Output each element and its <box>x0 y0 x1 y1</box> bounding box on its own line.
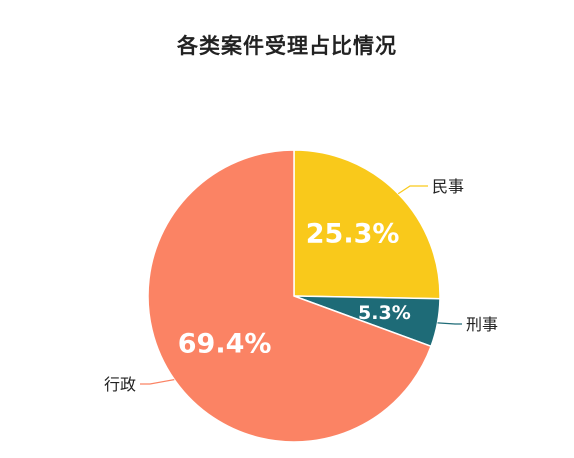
slice-percentage-label-2: 5.3% <box>358 302 411 324</box>
leader-line-2 <box>437 322 462 325</box>
leader-line-3 <box>140 379 175 385</box>
leader-line-1 <box>397 185 428 195</box>
pie-slices <box>147 149 441 443</box>
slice-percentage-label-1: 25.3% <box>306 219 400 250</box>
chart-title: 各类案件受理占比情况 <box>177 34 397 58</box>
pie-slice-1 <box>293 149 441 300</box>
slice-category-label-2: 刑事 <box>466 315 498 334</box>
percentage-labels: 25.3% 5.3% 69.4% <box>178 219 411 360</box>
slice-category-label-1: 民事 <box>432 177 464 196</box>
slice-percentage-label-3: 69.4% <box>178 329 272 360</box>
leader-lines <box>140 185 462 385</box>
slice-category-label-3: 行政 <box>104 375 136 394</box>
